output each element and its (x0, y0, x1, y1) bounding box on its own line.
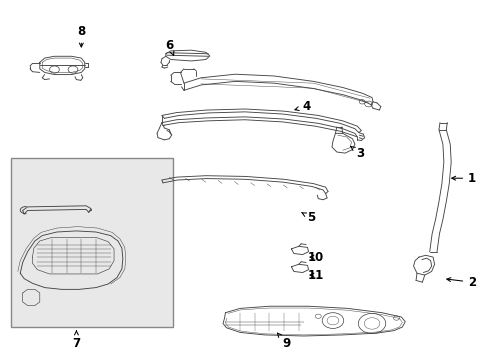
Text: 9: 9 (277, 333, 291, 350)
Bar (11, 158, 172, 327)
Text: 4: 4 (295, 100, 310, 113)
Text: 10: 10 (308, 251, 324, 264)
Text: 11: 11 (308, 269, 324, 282)
Text: 3: 3 (351, 147, 364, 159)
Text: 2: 2 (447, 276, 476, 289)
Text: 1: 1 (452, 172, 476, 185)
Text: 8: 8 (77, 25, 85, 47)
Text: 6: 6 (165, 39, 174, 55)
Text: 7: 7 (73, 331, 80, 350)
Text: 5: 5 (301, 211, 315, 224)
